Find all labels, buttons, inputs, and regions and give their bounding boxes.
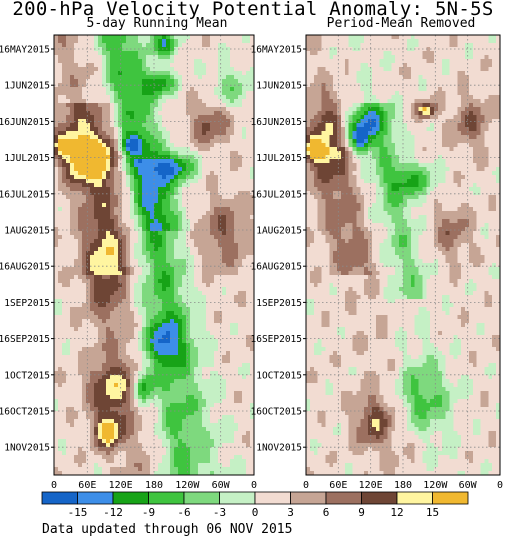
- y-tick-label: 16SEP2015: [251, 334, 302, 345]
- x-tick-label: 0: [303, 480, 309, 491]
- y-tick-label: 16OCT2015: [0, 407, 50, 418]
- colorbar-label: -6: [177, 506, 190, 519]
- colorbar-swatch: [361, 491, 398, 505]
- colorbar-label: 3: [287, 506, 294, 519]
- left-panel: 16MAY2015 1JUN2015 16JUN2015 1JUL2015 16JUL2…: [0, 34, 257, 491]
- y-tick-label: 16JUN2015: [0, 117, 50, 128]
- colorbar-swatch: [396, 491, 433, 505]
- y-tick-label: 16OCT2015: [251, 407, 302, 418]
- y-tick-label: 16MAY2015: [251, 45, 302, 56]
- grid-lines: [54, 35, 254, 475]
- y-tick-label: 16SEP2015: [0, 334, 50, 345]
- x-tick-label: 60W: [212, 480, 231, 491]
- x-tick-label: 120E: [109, 480, 133, 491]
- x-tick-label: 120E: [359, 480, 383, 491]
- colorbar-swatch: [432, 491, 469, 505]
- colorbar-label: -12: [103, 506, 123, 519]
- colorbar-label: 15: [426, 506, 439, 519]
- y-tick-label: 1AUG2015: [4, 226, 50, 237]
- x-tick-label: 60W: [459, 480, 478, 491]
- colorbar-swatch: [41, 491, 78, 505]
- colorbar: -15 -12 -9 -6 -3 0 3 6 9 12 15: [41, 491, 469, 519]
- panel-frame: [53, 34, 255, 476]
- y-tick-label: 16JUL2015: [251, 189, 302, 200]
- colorbar-label: -15: [68, 506, 88, 519]
- y-tick-label: 16AUG2015: [251, 262, 302, 273]
- chart-title: 200-hPa Velocity Potential Anomaly: 5N-5…: [12, 0, 494, 20]
- right-panel-subtitle: Period-Mean Removed: [326, 16, 476, 31]
- colorbar-swatch: [148, 491, 185, 505]
- x-tick-label: 0: [497, 480, 503, 491]
- colorbar-swatch: [219, 491, 256, 505]
- x-tick-label: 60E: [329, 480, 347, 491]
- y-tick-label: 1SEP2015: [256, 298, 302, 309]
- x-tick-label: 180: [145, 480, 163, 491]
- panel-frame: [305, 34, 501, 476]
- y-tick-label: 1NOV2015: [256, 443, 302, 454]
- x-tick-label: 120W: [423, 480, 448, 491]
- colorbar-swatch: [290, 491, 327, 505]
- right-panel: 16MAY2015 1JUN2015 16JUN2015 1JUL2015 16JUL2…: [251, 34, 503, 491]
- x-tick-label: 60E: [78, 480, 96, 491]
- y-tick-label: 16JUL2015: [0, 189, 50, 200]
- grid-lines: [306, 35, 500, 475]
- colorbar-label: 0: [252, 506, 259, 519]
- anomaly-field: [54, 35, 255, 476]
- left-panel-subtitle: 5-day Running Mean: [86, 16, 228, 31]
- y-tick-label: 1OCT2015: [256, 370, 302, 381]
- y-tick-label: 1SEP2015: [4, 298, 50, 309]
- y-tick-label: 16MAY2015: [0, 45, 50, 56]
- data-update-note: Data updated through 06 NOV 2015: [42, 522, 293, 537]
- colorbar-label: 6: [323, 506, 330, 519]
- y-tick-label: 1JUL2015: [4, 153, 50, 164]
- colorbar-swatch: [112, 491, 149, 505]
- colorbar-swatch: [325, 491, 362, 505]
- y-tick-label: 16AUG2015: [0, 262, 50, 273]
- colorbar-swatch: [77, 491, 114, 505]
- anomaly-field: [306, 35, 501, 476]
- y-tick-label: 1OCT2015: [4, 370, 50, 381]
- y-tick-label: 1JUL2015: [256, 153, 302, 164]
- colorbar-label: 9: [358, 506, 365, 519]
- colorbar-swatch: [254, 491, 291, 505]
- x-tick-label: 0: [51, 480, 57, 491]
- colorbar-label: 12: [390, 506, 403, 519]
- colorbar-label: -9: [142, 506, 155, 519]
- colorbar-swatch: [183, 491, 220, 505]
- y-tick-label: 1JUN2015: [4, 81, 50, 92]
- colorbar-label: -3: [213, 506, 226, 519]
- x-tick-label: 0: [251, 480, 257, 491]
- x-tick-label: 120W: [175, 480, 200, 491]
- y-tick-label: 1JUN2015: [256, 81, 302, 92]
- y-tick-label: 16JUN2015: [251, 117, 302, 128]
- x-tick-label: 180: [394, 480, 412, 491]
- y-tick-label: 1NOV2015: [4, 443, 50, 454]
- y-tick-label: 1AUG2015: [256, 226, 302, 237]
